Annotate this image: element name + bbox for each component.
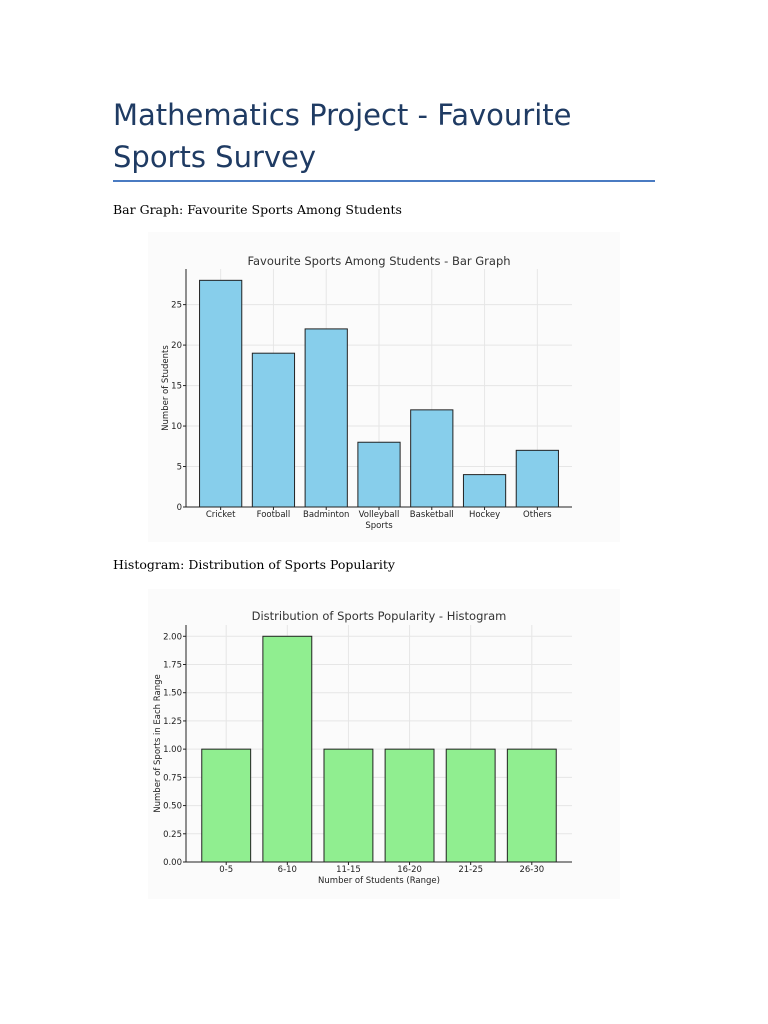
bar — [304, 328, 348, 508]
y-tick-label: 0 — [177, 503, 182, 513]
y-tick-label: 0.75 — [163, 773, 182, 783]
bar — [199, 279, 243, 508]
y-tick-label: 2.00 — [163, 632, 182, 642]
y-axis-label: Number of Students — [161, 345, 171, 431]
y-tick-label: 1.50 — [163, 689, 182, 699]
x-tick-label: Hockey — [469, 510, 500, 520]
bar — [506, 748, 557, 863]
bar — [251, 352, 296, 508]
x-tick-label: Basketball — [410, 510, 454, 520]
y-tick-label: 1.75 — [163, 661, 182, 671]
bar — [201, 748, 252, 863]
x-tick-label: Volleyball — [359, 510, 400, 520]
x-tick-label: Others — [523, 510, 552, 520]
bar-graph-chart: 0 5 10 15 20 25 Cricket Football Badminton Volley… — [148, 232, 620, 542]
histogram-chart: 0.00 0.25 0.50 0.75 1.00 1.25 1.50 1.75 2.00 0-5 6… — [148, 589, 620, 899]
x-axis-label: Sports — [365, 521, 393, 531]
x-tick-label: 6-10 — [278, 865, 297, 875]
bar — [357, 441, 401, 508]
y-tick-label: 1.25 — [163, 717, 182, 727]
x-tick-label: 16-20 — [397, 865, 422, 875]
x-tick-label: 0-5 — [219, 865, 233, 875]
chart-title: Distribution of Sports Popularity - Hist… — [252, 609, 507, 623]
bar — [410, 409, 454, 508]
x-tick-label: Cricket — [206, 510, 236, 520]
y-tick-label: 1.00 — [163, 745, 182, 755]
page-title: Mathematics Project - Favourite Sports S… — [113, 98, 572, 174]
chart-title: Favourite Sports Among Students - Bar Gr… — [247, 254, 510, 268]
bar — [384, 748, 435, 863]
bar — [323, 748, 374, 863]
bar-graph-caption: Bar Graph: Favourite Sports Among Studen… — [113, 202, 402, 217]
x-tick-label: 26-30 — [519, 865, 544, 875]
bar — [445, 748, 496, 863]
y-axis-label: Number of Sports in Each Range — [153, 674, 163, 812]
y-tick-label: 0.50 — [163, 802, 182, 812]
y-tick-label: 5 — [177, 463, 182, 473]
y-tick-label: 25 — [171, 301, 182, 311]
y-tick-label: 10 — [171, 422, 182, 432]
bar — [262, 635, 313, 863]
x-tick-label: Badminton — [303, 510, 349, 520]
x-axis-label: Number of Students (Range) — [318, 876, 440, 886]
y-tick-label: 0.00 — [163, 858, 182, 868]
x-tick-label: 11-15 — [336, 865, 361, 875]
y-tick-label: 15 — [171, 382, 182, 392]
bar — [462, 474, 507, 508]
y-tick-label: 20 — [171, 341, 182, 351]
x-tick-label: Football — [257, 510, 291, 520]
y-tick-label: 0.25 — [163, 830, 182, 840]
x-tick-label: 21-25 — [458, 865, 483, 875]
histogram-caption: Histogram: Distribution of Sports Popula… — [113, 557, 395, 572]
title-divider — [113, 180, 655, 182]
bar — [515, 449, 559, 508]
